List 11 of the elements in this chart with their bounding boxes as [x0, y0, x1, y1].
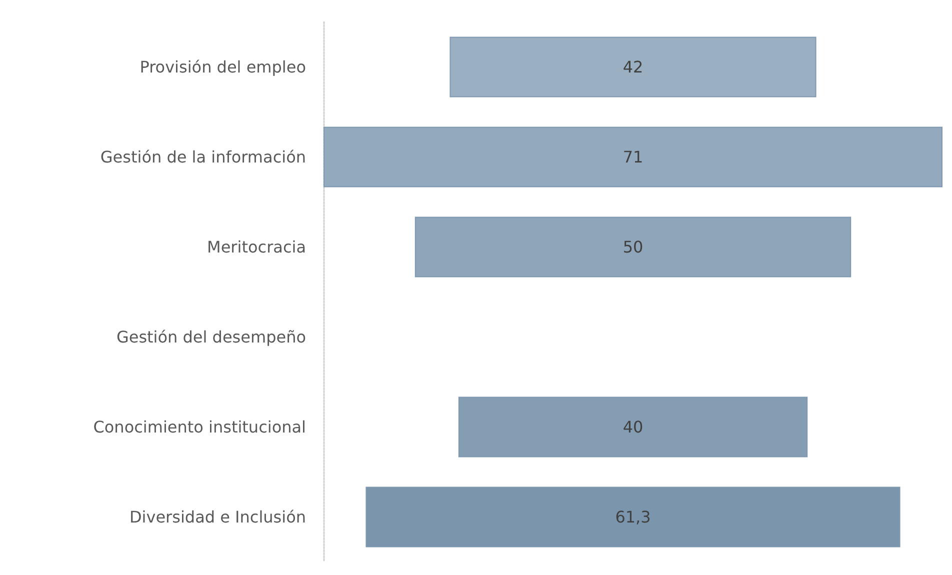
category-label: Diversidad e Inclusión	[129, 508, 306, 526]
category-label: Meritocracia	[207, 238, 306, 256]
data-label: 40	[622, 418, 644, 436]
category-label: Provisión del empleo	[140, 58, 306, 76]
category-label: Gestión de la información	[100, 148, 306, 166]
data-label: 42	[622, 58, 644, 76]
category-label: Gestión del desempeño	[116, 328, 306, 346]
data-label: 61,3	[615, 508, 651, 526]
data-label: 50	[622, 238, 644, 256]
data-label: 71	[622, 148, 644, 166]
category-label: Conocimiento institucional	[93, 418, 306, 436]
